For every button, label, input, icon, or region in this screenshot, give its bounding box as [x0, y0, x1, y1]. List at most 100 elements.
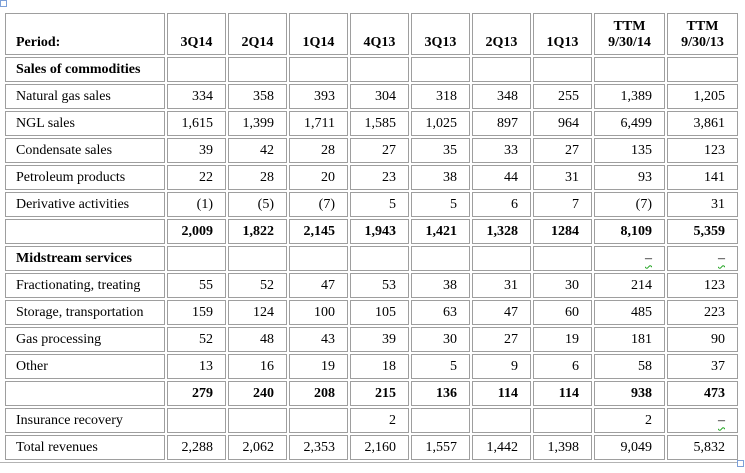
table-cell: 2,160	[350, 435, 409, 460]
table-cell: 2	[594, 408, 665, 433]
table-cell: –	[667, 246, 738, 271]
table-move-handle[interactable]	[0, 0, 7, 7]
table-cell: 938	[594, 381, 665, 406]
row-label: Natural gas sales	[5, 84, 165, 109]
table-cell	[228, 408, 287, 433]
table-cell	[411, 57, 470, 82]
table-cell: 1284	[533, 219, 592, 244]
row-label: Sales of commodities	[5, 57, 165, 82]
table-cell: 9	[472, 354, 531, 379]
table-cell: 90	[667, 327, 738, 352]
table-cell: 2	[350, 408, 409, 433]
table-cell: 136	[411, 381, 470, 406]
table-cell: 135	[594, 138, 665, 163]
table-cell: 1,389	[594, 84, 665, 109]
table-cell	[411, 408, 470, 433]
table-cell: 27	[533, 138, 592, 163]
table-cell: 38	[411, 165, 470, 190]
table-cell: (5)	[228, 192, 287, 217]
table-cell: 348	[472, 84, 531, 109]
revenue-table: Period: 3Q14 2Q14 1Q14 4Q13 3Q13 2Q13 1Q13 TTM 9…	[3, 11, 740, 462]
table-cell: 30	[411, 327, 470, 352]
table-cell	[350, 246, 409, 271]
table-cell: 897	[472, 111, 531, 136]
table-cell	[594, 57, 665, 82]
table-cell: 3,861	[667, 111, 738, 136]
table-cell: 38	[411, 273, 470, 298]
table-cell: 18	[350, 354, 409, 379]
table-cell: 39	[350, 327, 409, 352]
table-cell: 255	[533, 84, 592, 109]
table-cell: 1,557	[411, 435, 470, 460]
table-cell: 27	[350, 138, 409, 163]
row-label: Gas processing	[5, 327, 165, 352]
table-cell: 19	[533, 327, 592, 352]
column-header: 3Q13	[411, 13, 470, 55]
table-cell: 1,711	[289, 111, 348, 136]
table-cell: –	[667, 408, 738, 433]
table-cell	[228, 57, 287, 82]
table-cell: 318	[411, 84, 470, 109]
table-cell: 53	[350, 273, 409, 298]
table-cell: 114	[533, 381, 592, 406]
table-cell: 1,399	[228, 111, 287, 136]
table-cell	[167, 408, 226, 433]
column-header-ttm: TTM 9/30/14	[594, 13, 665, 55]
table-cell: 1,025	[411, 111, 470, 136]
row-label: Fractionating, treating	[5, 273, 165, 298]
table-cell: 52	[167, 327, 226, 352]
table-cell: 42	[228, 138, 287, 163]
table-cell: 393	[289, 84, 348, 109]
table-cell: 16	[228, 354, 287, 379]
table-cell: 23	[350, 165, 409, 190]
table-cell: 13	[167, 354, 226, 379]
table-cell: 1,328	[472, 219, 531, 244]
column-header: 2Q13	[472, 13, 531, 55]
table-cell: 123	[667, 138, 738, 163]
column-header: 3Q14	[167, 13, 226, 55]
row-label: Storage, transportation	[5, 300, 165, 325]
table-row: Condensate sales 39 42 28 27 35 33 27 135 123	[5, 138, 738, 163]
table-row: Natural gas sales 334 358 393 304 318 348 255 1,…	[5, 84, 738, 109]
row-label: Petroleum products	[5, 165, 165, 190]
table-cell: 28	[289, 138, 348, 163]
table-cell: 93	[594, 165, 665, 190]
table-cell: 5	[411, 192, 470, 217]
table-cell: 114	[472, 381, 531, 406]
table-row: Midstream services – –	[5, 246, 738, 271]
table-cell: 31	[533, 165, 592, 190]
table-cell: 6	[533, 354, 592, 379]
table-cell: 63	[411, 300, 470, 325]
table-cell	[533, 246, 592, 271]
table-cell: 100	[289, 300, 348, 325]
table-cell: 214	[594, 273, 665, 298]
table-cell: 2,353	[289, 435, 348, 460]
table-cell: 9,049	[594, 435, 665, 460]
table-cell: 27	[472, 327, 531, 352]
bottom-divider	[0, 462, 738, 463]
table-row: Storage, transportation 159 124 100 105 63 47 6…	[5, 300, 738, 325]
table-cell	[289, 408, 348, 433]
table-row: Total revenues 2,288 2,062 2,353 2,160 1,557 1…	[5, 435, 738, 460]
table-cell: 28	[228, 165, 287, 190]
table-cell: 1,205	[667, 84, 738, 109]
table-row: Gas processing 52 48 43 39 30 27 19 181 90	[5, 327, 738, 352]
table-resize-handle[interactable]	[737, 460, 744, 467]
table-cell: 30	[533, 273, 592, 298]
row-label	[5, 381, 165, 406]
table-cell: 1,398	[533, 435, 592, 460]
table-cell: 47	[289, 273, 348, 298]
row-label: Condensate sales	[5, 138, 165, 163]
table-cell: 2,288	[167, 435, 226, 460]
table-cell	[350, 57, 409, 82]
table-cell	[472, 408, 531, 433]
table-cell: 304	[350, 84, 409, 109]
table-cell: 1,822	[228, 219, 287, 244]
column-header: 4Q13	[350, 13, 409, 55]
table-cell: 60	[533, 300, 592, 325]
dash-spellcheck-squiggle: –	[718, 412, 725, 428]
table-cell: 279	[167, 381, 226, 406]
table-cell: 31	[472, 273, 531, 298]
table-cell: 5,359	[667, 219, 738, 244]
table-cell: 48	[228, 327, 287, 352]
